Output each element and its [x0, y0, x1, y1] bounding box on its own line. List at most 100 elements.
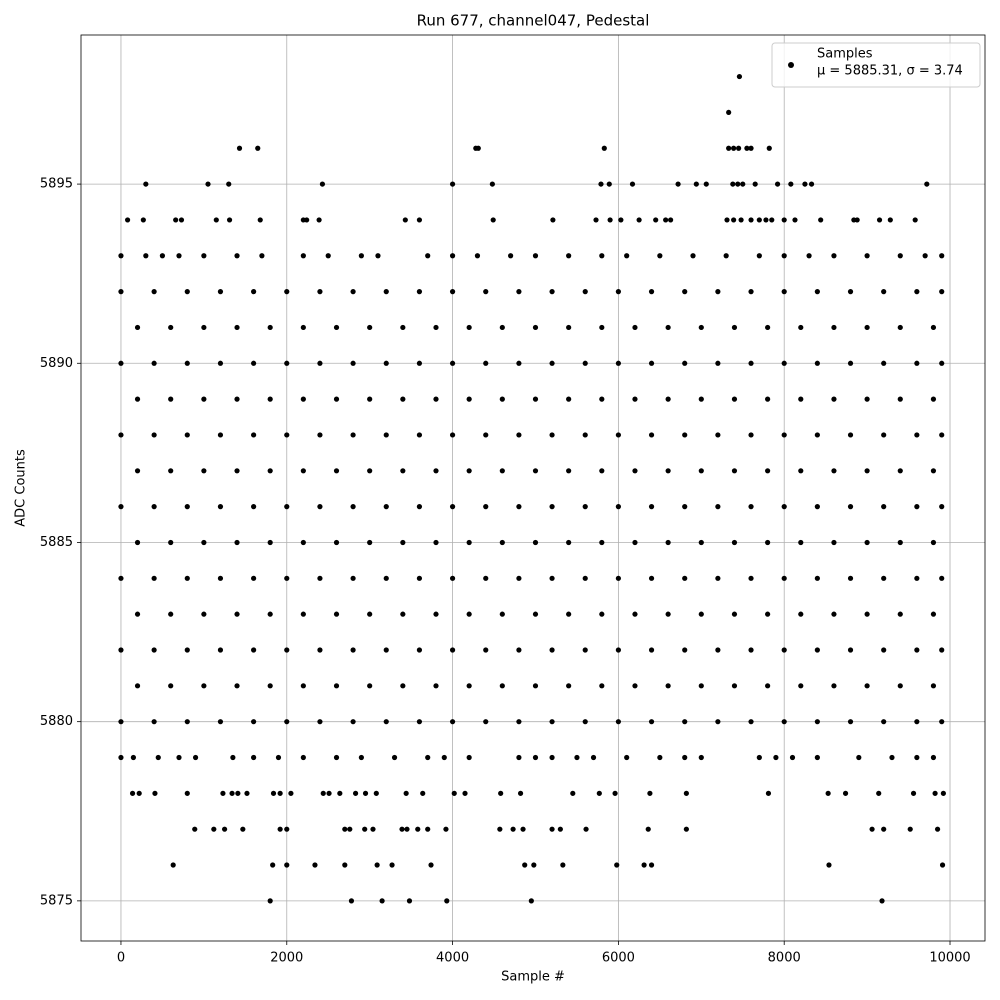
data-point	[632, 611, 638, 617]
data-point	[612, 790, 618, 796]
data-point	[118, 360, 124, 366]
data-point	[151, 647, 157, 653]
data-point	[934, 826, 941, 832]
data-point	[400, 396, 406, 402]
data-point	[914, 289, 920, 295]
data-point	[420, 790, 426, 796]
data-point	[914, 719, 920, 725]
data-point	[826, 862, 832, 868]
data-point	[267, 611, 273, 617]
data-point	[889, 754, 895, 761]
data-point	[582, 647, 588, 653]
data-point	[516, 289, 522, 295]
data-point	[897, 253, 903, 259]
data-point	[730, 181, 736, 187]
data-point	[582, 432, 588, 438]
data-point	[802, 181, 808, 187]
data-point	[924, 181, 930, 187]
data-point	[267, 324, 273, 331]
data-point	[400, 539, 406, 546]
data-point	[317, 432, 323, 438]
data-point	[665, 611, 671, 617]
data-point	[462, 790, 468, 796]
data-point	[143, 253, 149, 259]
data-point	[549, 289, 555, 295]
data-point	[221, 826, 228, 832]
data-point	[118, 289, 124, 295]
data-point	[682, 289, 688, 295]
data-point	[118, 253, 124, 259]
data-point	[337, 790, 343, 796]
x-tick-label: 10000	[929, 951, 970, 966]
data-point	[499, 611, 505, 617]
data-point	[806, 253, 812, 259]
data-point	[168, 396, 174, 402]
data-point	[118, 754, 124, 761]
data-point	[632, 396, 638, 402]
y-tick-label: 5895	[40, 177, 73, 192]
data-point	[466, 396, 472, 402]
data-point	[930, 539, 937, 546]
data-point	[773, 754, 779, 761]
data-point	[636, 217, 642, 223]
data-point	[881, 504, 887, 510]
data-point	[184, 504, 190, 510]
data-point	[560, 862, 566, 868]
data-point	[483, 289, 489, 295]
data-point	[425, 253, 431, 259]
data-point	[614, 862, 620, 868]
data-point	[134, 468, 141, 474]
data-point	[897, 396, 903, 402]
data-point	[333, 539, 340, 546]
data-point	[763, 217, 769, 223]
data-point	[814, 575, 820, 581]
data-point	[134, 539, 141, 546]
data-point	[550, 217, 556, 223]
data-point	[483, 719, 489, 725]
data-point	[520, 826, 526, 832]
data-point	[615, 575, 621, 581]
data-point	[549, 504, 555, 510]
data-point	[416, 719, 423, 725]
data-point	[118, 432, 124, 438]
data-point	[184, 719, 190, 725]
data-point	[648, 575, 655, 581]
data-point	[632, 539, 638, 546]
data-point	[284, 862, 290, 868]
data-point	[499, 396, 505, 402]
data-point	[549, 647, 555, 653]
data-point	[897, 468, 903, 474]
data-point	[549, 826, 555, 832]
data-point	[831, 539, 837, 546]
data-point	[814, 432, 820, 438]
data-point	[284, 432, 290, 438]
data-point	[731, 217, 737, 223]
data-point	[267, 898, 273, 904]
data-point	[930, 683, 937, 689]
data-point	[416, 575, 423, 581]
data-point	[781, 504, 787, 510]
data-point	[847, 504, 854, 510]
data-point	[881, 432, 887, 438]
data-point	[449, 181, 456, 187]
data-point	[831, 683, 837, 689]
data-point	[645, 826, 651, 832]
data-point	[317, 647, 323, 653]
data-point	[582, 719, 588, 725]
data-point	[391, 754, 398, 761]
data-point	[251, 719, 257, 725]
data-point	[466, 324, 472, 331]
data-point	[668, 217, 674, 223]
data-point	[939, 360, 945, 366]
data-point	[497, 826, 503, 832]
data-point	[449, 504, 456, 510]
data-point	[277, 826, 283, 832]
data-point	[443, 826, 449, 832]
plot-frame	[80, 34, 986, 942]
data-point	[134, 611, 141, 617]
data-point	[192, 754, 199, 761]
data-point	[118, 719, 124, 725]
data-point	[599, 539, 605, 546]
data-point	[748, 360, 754, 366]
data-point	[155, 754, 161, 761]
